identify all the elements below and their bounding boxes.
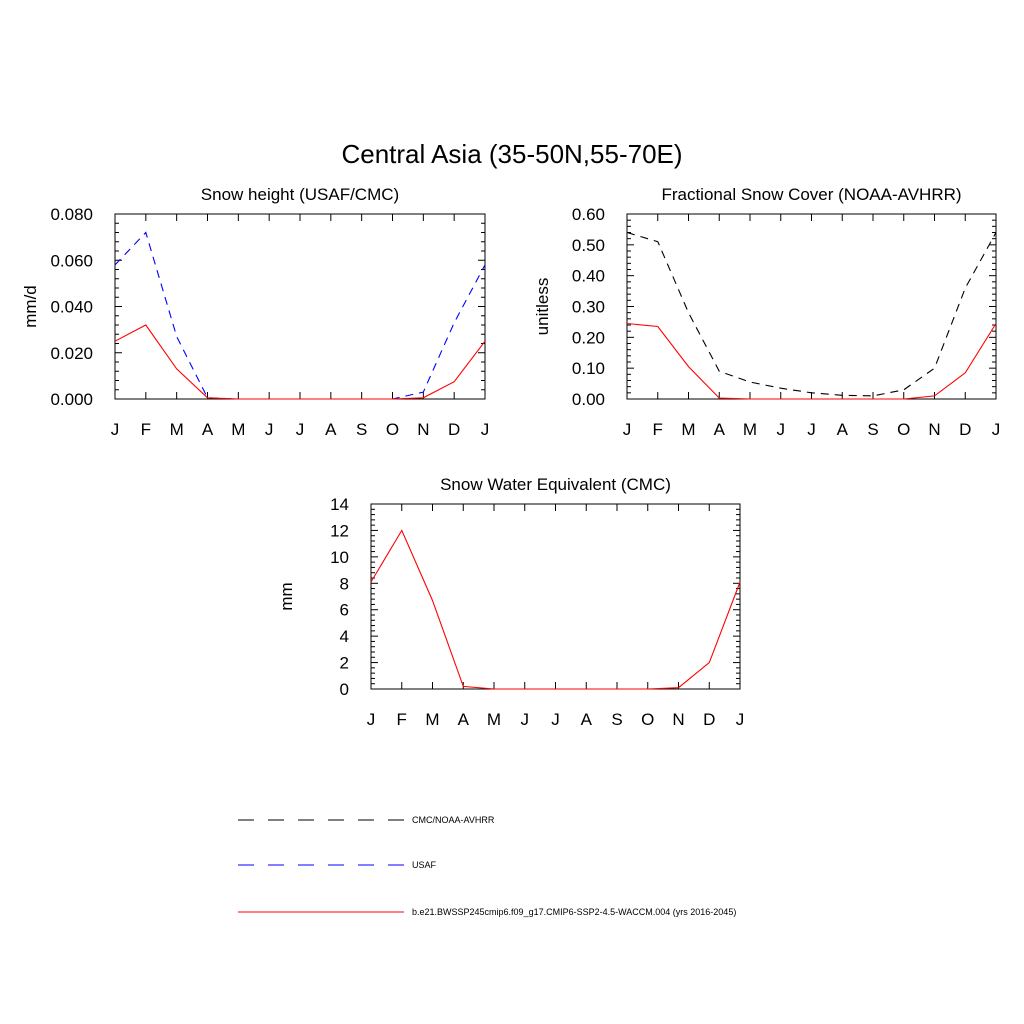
panel-title: Snow height (USAF/CMC)	[201, 185, 399, 204]
x-tick-label: J	[623, 420, 632, 439]
x-tick-label: A	[202, 420, 214, 439]
y-tick-label: 0.40	[572, 267, 605, 286]
plot-frame	[114, 213, 486, 400]
y-tick-label: 0.020	[50, 344, 93, 363]
x-tick-label: A	[581, 710, 593, 729]
x-tick-label: J	[992, 420, 1001, 439]
x-tick-label: D	[703, 710, 715, 729]
plot-frame	[370, 503, 741, 690]
y-tick-label: 8	[340, 574, 349, 593]
legend-label: b.e21.BWSSP245cmip6.f09_g17.CMIP6-SSP2-4…	[412, 907, 736, 917]
y-tick-label: 14	[330, 495, 349, 514]
x-tick-label: J	[296, 420, 305, 439]
figure-title: Central Asia (35-50N,55-70E)	[341, 139, 682, 169]
x-tick-label: A	[837, 420, 849, 439]
chart-panel-2: Fractional Snow Cover (NOAA-AVHRR) unitle…	[533, 185, 1000, 439]
x-tick-label: N	[672, 710, 684, 729]
x-tick-label: M	[487, 710, 501, 729]
y-tick-label: 0.080	[50, 205, 93, 224]
x-tick-label: F	[653, 420, 663, 439]
x-tick-label: J	[551, 710, 560, 729]
y-tick-label: 0.30	[572, 298, 605, 317]
legend-label: USAF	[412, 860, 437, 870]
x-tick-label: J	[521, 710, 530, 729]
y-tick-label: 12	[330, 521, 349, 540]
x-tick-label: N	[417, 420, 429, 439]
plot-frame	[626, 213, 997, 400]
legend: CMC/NOAA-AVHRR USAF b.e21.BWSSP245cmip6.f0…	[238, 815, 736, 917]
legend-label: CMC/NOAA-AVHRR	[412, 815, 495, 825]
x-tick-label: A	[325, 420, 337, 439]
x-tick-label: M	[231, 420, 245, 439]
panel-title: Fractional Snow Cover (NOAA-AVHRR)	[661, 185, 961, 204]
series-line-solid	[626, 322, 997, 400]
y-tick-label: 0.000	[50, 390, 93, 409]
x-tick-label: O	[386, 420, 399, 439]
x-tick-label: S	[867, 420, 878, 439]
x-tick-label: A	[458, 710, 470, 729]
y-axis-label: mm	[277, 582, 296, 610]
y-tick-label: 2	[340, 654, 349, 673]
y-tick-label: 0.040	[50, 298, 93, 317]
x-tick-label: S	[611, 710, 622, 729]
x-tick-label: N	[928, 420, 940, 439]
y-tick-label: 0.50	[572, 236, 605, 255]
x-tick-label: J	[111, 420, 120, 439]
x-tick-label: M	[170, 420, 184, 439]
x-tick-label: S	[356, 420, 367, 439]
y-tick-label: 4	[340, 627, 349, 646]
chart-panel-1: Snow height (USAF/CMC)mm/dJ F M A M J J A S O N D J0…	[21, 185, 489, 439]
y-tick-label: 0.10	[572, 359, 605, 378]
x-tick-label: A	[714, 420, 726, 439]
x-tick-label: M	[681, 420, 695, 439]
x-tick-label: O	[641, 710, 654, 729]
series-line-solid	[370, 529, 741, 690]
x-tick-label: O	[897, 420, 910, 439]
y-tick-label: 0.60	[572, 205, 605, 224]
x-tick-label: J	[777, 420, 786, 439]
y-tick-label: 0	[340, 680, 349, 699]
x-tick-label: J	[367, 710, 376, 729]
y-tick-label: 0.00	[572, 390, 605, 409]
chart-panel-3: Snow Water Equivalent (CMC)mmJ F M A M J J A S O N…	[277, 475, 744, 729]
legend-item: USAF	[238, 860, 437, 870]
x-tick-label: D	[959, 420, 971, 439]
x-tick-label: D	[448, 420, 460, 439]
x-tick-label: J	[265, 420, 274, 439]
y-tick-label: 0.060	[50, 251, 93, 270]
legend-item: b.e21.BWSSP245cmip6.f09_g17.CMIP6-SSP2-4…	[238, 907, 736, 917]
y-tick-label: 10	[330, 548, 349, 567]
panel-title: Snow Water Equivalent (CMC)	[440, 475, 671, 494]
series-line-solid	[114, 324, 486, 400]
series-line-dashed	[114, 231, 486, 400]
chart-panels: Snow height (USAF/CMC)mm/dJ F M A M J J A S O N D J0…	[21, 185, 1000, 729]
x-tick-label: J	[736, 710, 745, 729]
legend-item: CMC/NOAA-AVHRR	[238, 815, 495, 825]
series-line-dashed	[626, 231, 997, 397]
x-tick-label: M	[425, 710, 439, 729]
y-axis-label: unitless	[533, 278, 552, 336]
x-tick-label: F	[141, 420, 151, 439]
x-tick-label: F	[397, 710, 407, 729]
y-axis-label: mm/d	[21, 285, 40, 328]
x-tick-label: J	[807, 420, 816, 439]
y-tick-label: 0.20	[572, 328, 605, 347]
x-tick-label: J	[481, 420, 490, 439]
x-tick-label: M	[743, 420, 757, 439]
y-tick-label: 6	[340, 601, 349, 620]
